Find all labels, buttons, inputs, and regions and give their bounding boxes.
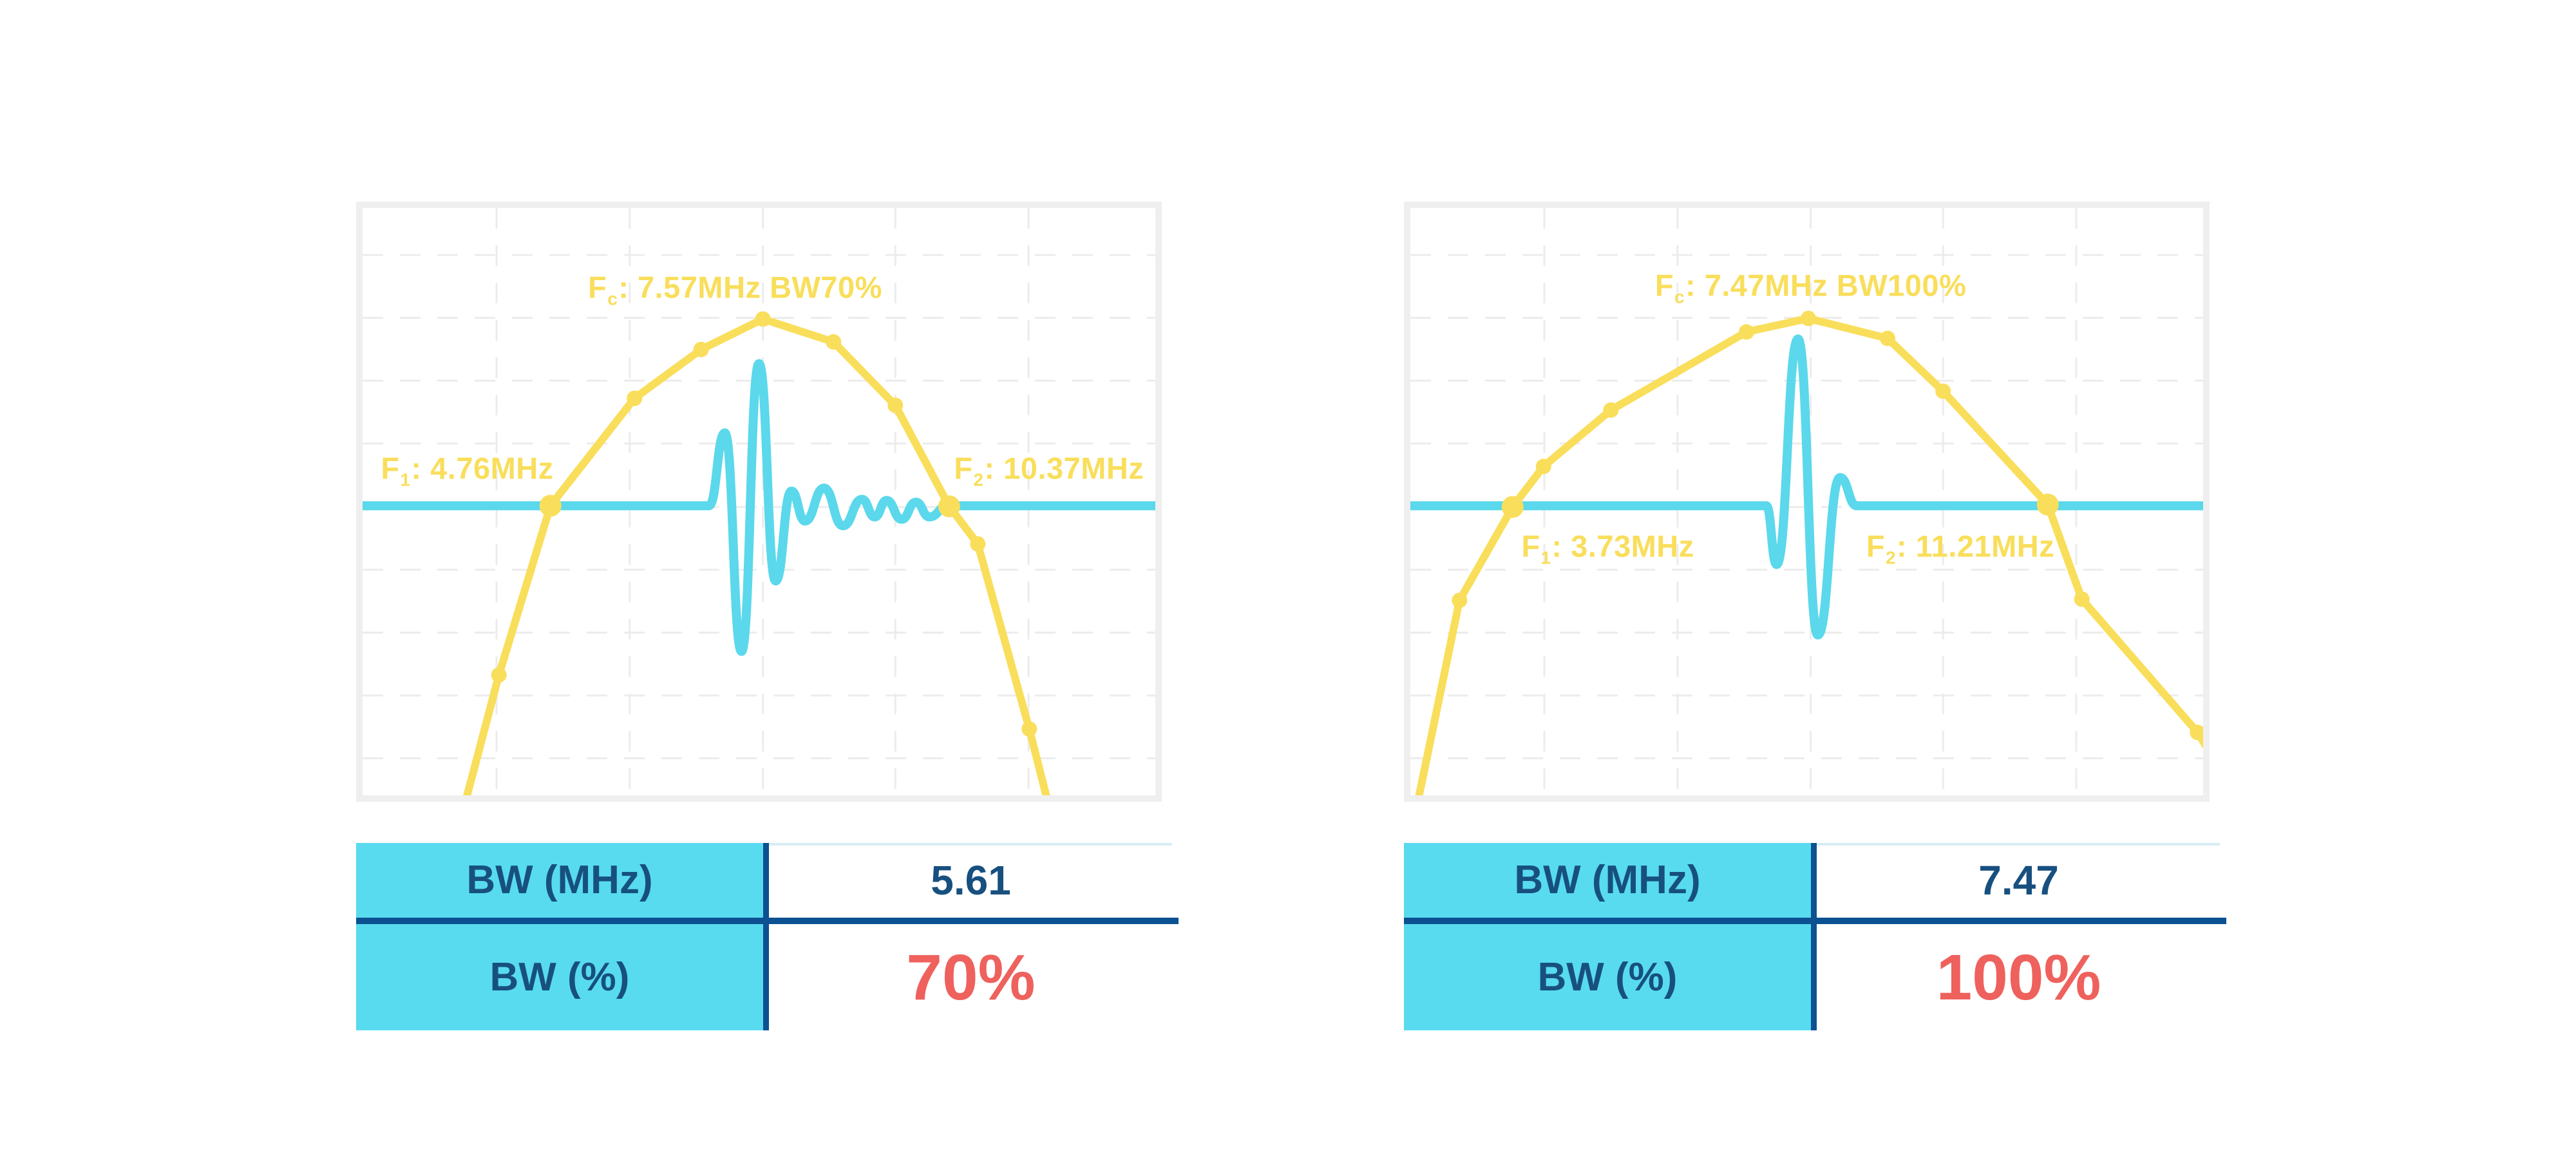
bw-pct-label: BW (%) [1404, 924, 1811, 1030]
data-point-marker [755, 311, 771, 327]
cutoff-frequency-marker [938, 495, 960, 518]
bw-pct-value: 100% [1811, 924, 2226, 1030]
f2-prefix: F [1866, 529, 1886, 563]
f1-annotation: F1: 3.73MHz [1521, 529, 1694, 567]
f2-prefix: F [954, 451, 973, 486]
bw-pct-label: BW (%) [356, 924, 763, 1030]
f1-prefix: F [1521, 529, 1540, 563]
f1-annotation: F1: 4.76MHz [381, 451, 554, 489]
data-point-marker [1738, 324, 1754, 340]
fc-prefix: F [1654, 268, 1674, 303]
table-column-rule [763, 843, 769, 1030]
table-column-rule [1811, 843, 1817, 1030]
f2-subscript: 2 [1885, 547, 1897, 568]
bw-mhz-value: 5.61 [763, 843, 1179, 918]
f1-value: : 4.76MHz [411, 451, 554, 486]
f1-subscript: 1 [400, 469, 411, 490]
fc-prefix: F [588, 270, 607, 305]
table-row: BW (MHz) 7.47 [1404, 843, 2226, 918]
f2-value: : 10.37MHz [984, 451, 1144, 486]
bandwidth-table-bw70: BW (MHz) 5.61 BW (%) 70% [356, 843, 1179, 1030]
center-frequency-annotation: Fc: 7.57MHz BW70% [588, 270, 882, 308]
pulse-waveform [363, 359, 1155, 656]
data-point-marker [1452, 592, 1468, 609]
bw-pct-value: 70% [763, 924, 1179, 1030]
data-point-marker [826, 334, 842, 350]
data-point-marker [970, 536, 986, 552]
panel-bw70: Fc: 7.57MHz BW70% F1: 4.76MHz F2: 10.37M… [356, 0, 1179, 1154]
data-point-marker [2074, 591, 2090, 607]
bw-mhz-label: BW (MHz) [356, 843, 763, 918]
bandwidth-chart-bw70: Fc: 7.57MHz BW70% F1: 4.76MHz F2: 10.37M… [356, 202, 1162, 802]
f1-prefix: F [381, 451, 400, 486]
table-row: BW (%) 100% [1404, 924, 2226, 1030]
data-point-marker [1535, 459, 1551, 475]
fc-subscript: c [607, 288, 618, 309]
center-frequency-annotation: Fc: 7.47MHz BW100% [1654, 268, 1967, 306]
data-point-marker [1800, 310, 1816, 326]
f2-annotation: F2: 10.37MHz [954, 451, 1144, 489]
fc-value: : 7.47MHz BW100% [1685, 268, 1967, 303]
data-point-marker [1935, 383, 1951, 399]
f2-annotation: F2: 11.21MHz [1866, 529, 2055, 567]
cutoff-frequency-marker [2036, 493, 2059, 516]
bandwidth-chart-bw100: Fc: 7.47MHz BW100% F1: 3.73MHz F2: 11.21… [1404, 202, 2210, 802]
table-row: BW (%) 70% [356, 924, 1179, 1030]
pulse-waveform [1410, 334, 2203, 640]
bandwidth-chart-svg [363, 208, 1155, 795]
f1-subscript: 1 [1540, 547, 1551, 568]
data-point-marker [887, 397, 904, 413]
data-point-marker [1880, 330, 1896, 346]
bw-mhz-label: BW (MHz) [1404, 843, 1811, 918]
panel-bw100: Fc: 7.47MHz BW100% F1: 3.73MHz F2: 11.21… [1404, 0, 2226, 1154]
table-top-rule [1817, 843, 2220, 846]
data-point-marker [2190, 724, 2203, 741]
data-point-marker [1603, 402, 1619, 418]
fc-value: : 7.57MHz BW70% [618, 270, 882, 305]
f2-value: : 11.21MHz [1896, 529, 2055, 563]
data-point-marker [1021, 721, 1037, 737]
bandwidth-chart-svg [1410, 208, 2203, 795]
f1-value: : 3.73MHz [1551, 529, 1694, 563]
bandwidth-table-bw100: BW (MHz) 7.47 BW (%) 100% [1404, 843, 2226, 1030]
table-top-rule [769, 843, 1172, 846]
spectrum-curve [463, 315, 1050, 795]
data-point-marker [693, 341, 709, 357]
data-point-marker [627, 390, 643, 406]
bw-mhz-value: 7.47 [1811, 843, 2226, 918]
data-point-marker [491, 667, 507, 683]
cutoff-frequency-marker [1501, 496, 1524, 518]
table-row: BW (MHz) 5.61 [356, 843, 1179, 918]
cutoff-frequency-marker [539, 495, 562, 517]
fc-subscript: c [1674, 286, 1685, 307]
f2-subscript: 2 [973, 469, 984, 490]
